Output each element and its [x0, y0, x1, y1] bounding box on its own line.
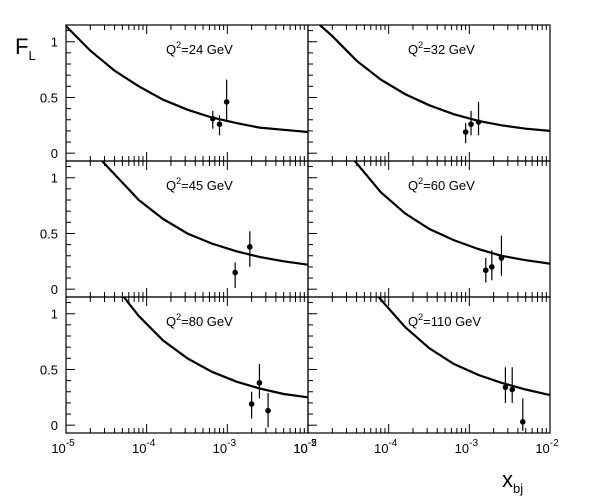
- x-tick-label: 10-5: [51, 438, 75, 456]
- x-tick-label: 10-4: [132, 438, 156, 456]
- data-point: [502, 384, 509, 391]
- y-tick-label: 0.5: [40, 362, 58, 377]
- data-point: [232, 269, 238, 276]
- y-tick-label: 0.5: [40, 90, 58, 105]
- y-tick-label: 1: [51, 307, 58, 322]
- data-point: [256, 380, 263, 386]
- panel-q2-label: Q2=32 GeV: [408, 40, 475, 57]
- data-point: [468, 121, 474, 128]
- data-point: [519, 419, 526, 425]
- x-tick-label: 10-2: [535, 438, 559, 456]
- y-axis-label: FL: [15, 34, 36, 63]
- y-tick-label: 0: [51, 146, 58, 161]
- data-point: [509, 386, 516, 393]
- theory-curve: [377, 297, 550, 397]
- panel-q2-label: Q2=110 GeV: [408, 312, 481, 329]
- panel-5: 0 0.5 1 10-5 10-4 10-3 10-2 Q2=80 GeV: [40, 296, 317, 456]
- panels-group: 0 0.5 1 Q2=24 GeV Q2=32 GeV 0 0.5 1 Q2=45 GeV Q2=…: [40, 24, 559, 456]
- x-tick-label: 10-3: [455, 438, 479, 456]
- data-point: [475, 119, 482, 125]
- y-tick-label: 0: [51, 418, 58, 433]
- panel-6: 10-5 10-4 10-3 10-2 Q2=110 GeV: [293, 296, 559, 456]
- theory-curve: [353, 161, 550, 265]
- x-tick-label: 10-5: [293, 438, 317, 456]
- x-tick-label: 10-2: [293, 438, 317, 456]
- theory-curve: [101, 161, 308, 266]
- theory-curve: [319, 25, 550, 132]
- data-point: [265, 407, 271, 414]
- data-point: [462, 129, 469, 135]
- panel-4: Q2=60 GeV: [307, 160, 551, 298]
- x-tick-label: 10-3: [213, 438, 237, 456]
- panel-1: 0 0.5 1 Q2=24 GeV: [40, 24, 309, 162]
- data-point: [482, 267, 489, 274]
- y-tick-label: 0: [51, 282, 58, 297]
- panel-q2-label: Q2=45 GeV: [166, 176, 233, 193]
- data-point: [247, 244, 253, 250]
- data-point: [216, 121, 223, 128]
- x-axis-label: xbj: [502, 467, 523, 496]
- panel-q2-label: Q2=24 GeV: [166, 40, 233, 57]
- data-point: [209, 115, 216, 122]
- data-point: [248, 401, 255, 407]
- y-tick-label: 1: [51, 171, 58, 186]
- y-tick-label: 0.5: [40, 226, 58, 241]
- panel-q2-label: Q2=60 GeV: [408, 176, 475, 193]
- theory-curve: [66, 25, 308, 134]
- y-tick-label: 1: [51, 35, 58, 50]
- panel-frame: [307, 296, 551, 434]
- panel-2: Q2=32 GeV: [307, 24, 551, 162]
- theory-curve: [122, 297, 308, 399]
- panel-q2-label: Q2=80 GeV: [166, 312, 233, 329]
- data-point: [489, 264, 495, 270]
- data-point: [223, 99, 230, 105]
- x-tick-label: 10-4: [374, 438, 398, 456]
- data-point: [498, 255, 505, 261]
- panel-3: 0 0.5 1 Q2=45 GeV: [40, 160, 309, 298]
